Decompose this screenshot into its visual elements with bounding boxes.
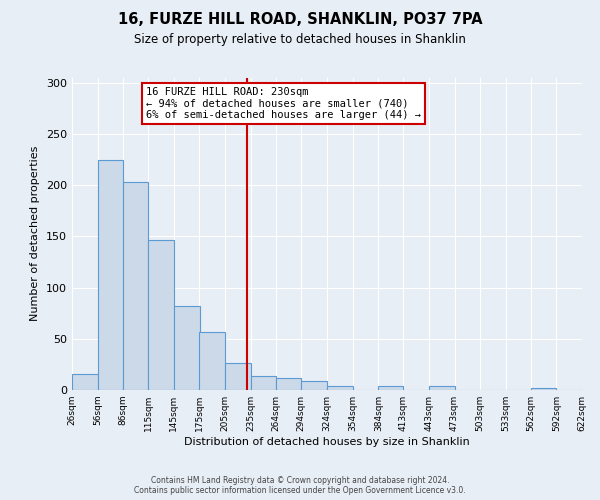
Bar [582,388,600,390]
Bar [98,160,124,390]
Bar [530,388,556,390]
Text: 16 FURZE HILL ROAD: 230sqm
← 94% of detached houses are smaller (740)
6% of semi: 16 FURZE HILL ROAD: 230sqm ← 94% of deta… [146,87,421,120]
Bar [124,182,148,390]
Y-axis label: Number of detached properties: Number of detached properties [31,146,40,322]
Bar [379,386,403,390]
Bar [275,378,301,390]
Bar [72,374,98,390]
Bar [429,386,455,390]
Text: Size of property relative to detached houses in Shanklin: Size of property relative to detached ho… [134,32,466,46]
Bar [301,381,327,390]
Bar [225,364,251,390]
X-axis label: Distribution of detached houses by size in Shanklin: Distribution of detached houses by size … [184,437,470,447]
Bar [148,240,174,390]
Bar [174,306,199,390]
Text: 16, FURZE HILL ROAD, SHANKLIN, PO37 7PA: 16, FURZE HILL ROAD, SHANKLIN, PO37 7PA [118,12,482,28]
Bar [199,332,225,390]
Bar [251,376,275,390]
Text: Contains HM Land Registry data © Crown copyright and database right 2024.
Contai: Contains HM Land Registry data © Crown c… [134,476,466,495]
Bar [327,386,353,390]
